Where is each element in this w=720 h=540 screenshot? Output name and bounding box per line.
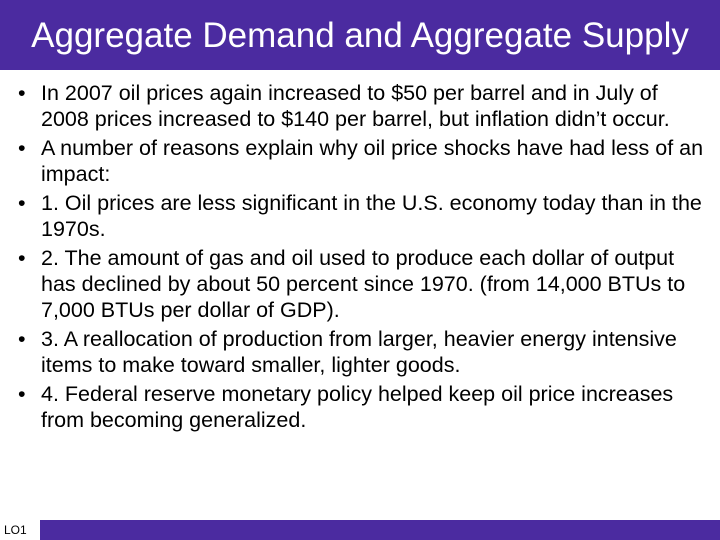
bullet: In 2007 oil prices again increased to $5… — [18, 80, 708, 132]
bullet: 3. A reallocation of production from lar… — [18, 326, 708, 378]
bullet: 4. Federal reserve monetary policy helpe… — [18, 381, 708, 433]
footer-bar — [0, 520, 720, 540]
bullet: 2. The amount of gas and oil used to pro… — [18, 245, 708, 323]
footer-label: LO1 — [0, 520, 40, 540]
bullet-list: In 2007 oil prices again increased to $5… — [18, 80, 708, 436]
slide-title: Aggregate Demand and Aggregate Supply — [0, 0, 720, 70]
bullet: A number of reasons explain why oil pric… — [18, 135, 708, 187]
bullet: 1. Oil prices are less significant in th… — [18, 190, 708, 242]
